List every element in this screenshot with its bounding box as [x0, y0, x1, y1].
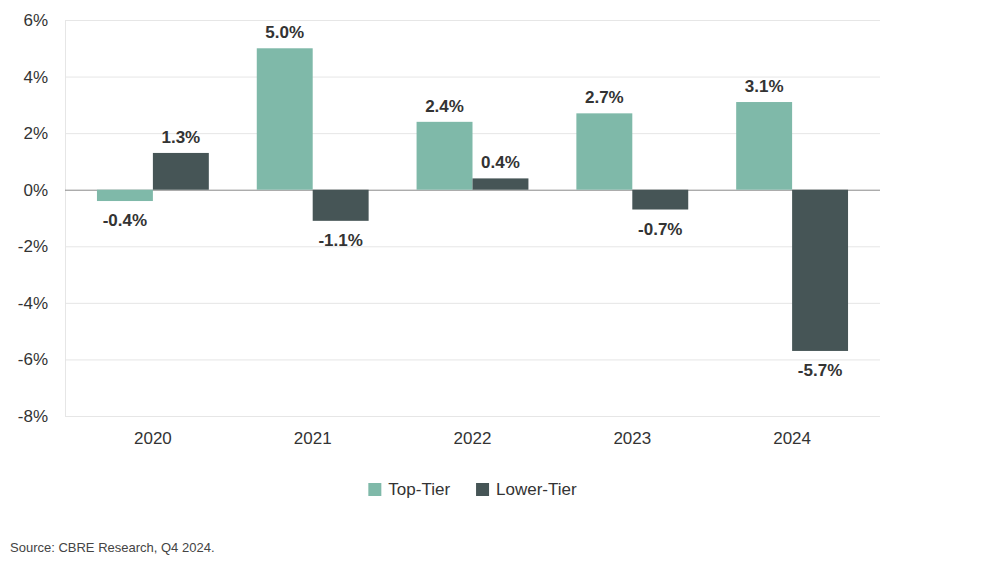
x-tick: 2024	[773, 416, 811, 448]
bar	[97, 190, 153, 201]
data-label: 5.0%	[265, 23, 304, 42]
legend-swatch	[368, 483, 381, 496]
bar	[632, 190, 688, 210]
y-axis: -8% -6% -4% -2% 2% 4% 6% 0%	[18, 11, 880, 426]
chart: -8% -6% -4% -2% 2% 4% 6% 0% 2020 2021 2022 2023 2024…	[0, 0, 988, 567]
x-tick-label: 2023	[613, 429, 651, 448]
data-label: -5.7%	[798, 361, 842, 380]
y-axis-line	[65, 21, 66, 417]
x-tick-label: 2021	[294, 429, 332, 448]
bar	[153, 153, 209, 190]
legend-item: Lower-Tier	[476, 480, 577, 499]
x-tick-label: 2024	[773, 429, 811, 448]
x-tick-label: 2022	[454, 429, 492, 448]
grid-line	[65, 303, 880, 304]
data-label: -0.7%	[638, 220, 682, 239]
y-tick: 6%	[23, 11, 880, 30]
legend-label: Top-Tier	[388, 480, 450, 499]
data-label: -0.4%	[103, 211, 147, 230]
y-tick-label: -8%	[18, 407, 48, 426]
y-tick: -4%	[18, 294, 880, 313]
source-note: Source: CBRE Research, Q4 2024.	[10, 540, 215, 555]
data-label: -1.1%	[318, 231, 362, 250]
data-label: 1.3%	[161, 128, 200, 147]
data-label: 0.4%	[481, 153, 520, 172]
y-tick-label: 4%	[23, 68, 48, 87]
x-tick: 2023	[613, 416, 651, 448]
data-label: 3.1%	[745, 77, 784, 96]
grid-line	[65, 359, 880, 360]
x-axis: 2020 2021 2022 2023 2024	[134, 416, 811, 448]
y-tick-label: 0%	[23, 181, 48, 200]
legend-item: Top-Tier	[368, 480, 450, 499]
bar	[313, 190, 369, 221]
bar	[417, 122, 473, 190]
y-tick: -8%	[18, 407, 880, 426]
data-labels: -0.4% 5.0% 2.4% 2.7% 3.1% 1.3% -1.1% 0.4% -0.7% -…	[103, 23, 843, 380]
x-tick: 2021	[294, 416, 332, 448]
x-tick-label: 2020	[134, 429, 172, 448]
y-tick: -2%	[18, 237, 880, 256]
x-tick: 2022	[454, 416, 492, 448]
bar	[576, 113, 632, 189]
legend-swatch	[476, 483, 489, 496]
x-tick: 2020	[134, 416, 172, 448]
grid-line	[65, 190, 880, 191]
grid-line	[65, 20, 880, 21]
bar	[257, 48, 313, 189]
grid-line	[65, 416, 880, 417]
y-tick-label: -6%	[18, 350, 48, 369]
y-tick-label: -2%	[18, 237, 48, 256]
y-tick: -6%	[18, 350, 880, 369]
data-label: 2.4%	[425, 97, 464, 116]
bar	[792, 190, 848, 351]
grid-line	[65, 246, 880, 247]
bar	[736, 102, 792, 190]
legend-label: Lower-Tier	[496, 480, 577, 499]
y-tick-label: -4%	[18, 294, 48, 313]
bar	[473, 178, 529, 189]
y-tick-label: 6%	[23, 11, 48, 30]
y-tick-label: 2%	[23, 124, 48, 143]
legend: Top-Tier Lower-Tier	[368, 480, 577, 499]
data-label: 2.7%	[585, 88, 624, 107]
bars	[97, 48, 848, 351]
